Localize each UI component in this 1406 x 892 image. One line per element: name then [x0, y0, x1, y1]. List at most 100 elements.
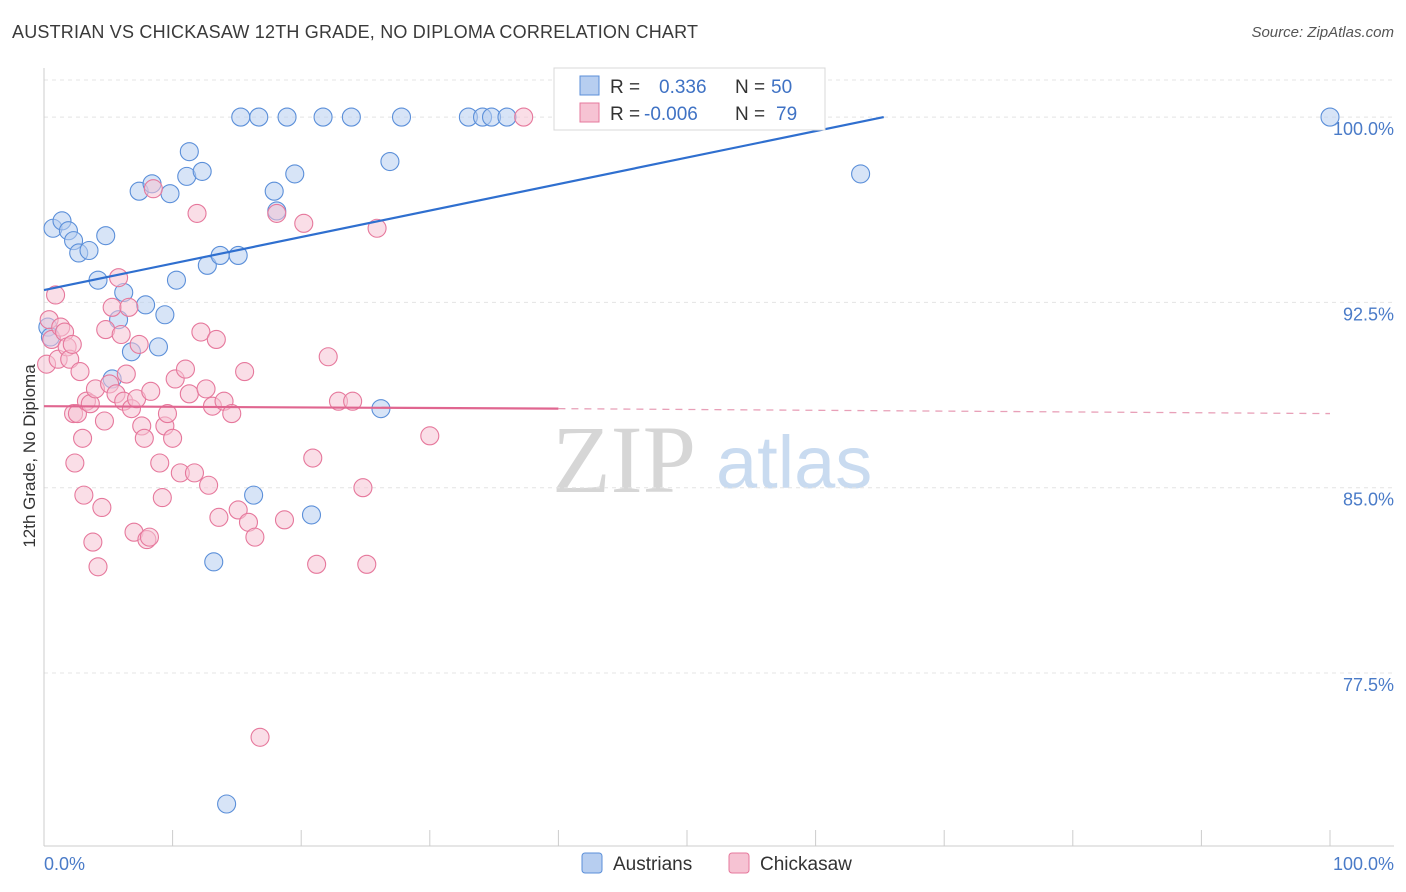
austrians-point	[1320, 107, 1340, 127]
legend-r-value-chickasaw: -0.006	[644, 104, 698, 125]
chickasaw-point	[65, 453, 85, 473]
chickasaw-point	[109, 268, 129, 288]
chickasaw-point	[187, 203, 207, 223]
austrians-point	[301, 505, 322, 525]
chickasaw-point	[222, 404, 242, 424]
chickasaw-point	[116, 364, 136, 384]
austrians-point	[391, 107, 412, 127]
bottom-legend-swatch-chickasaw	[728, 852, 750, 874]
austrians-point	[285, 164, 305, 184]
legend-n-label-austrians: N =	[735, 77, 765, 98]
austrians-point	[380, 151, 400, 172]
chickasaw-point	[199, 475, 219, 495]
austrians-point	[851, 164, 871, 184]
chart-source: Source: ZipAtlas.com	[1251, 24, 1394, 41]
austrians-point	[79, 240, 99, 261]
chickasaw-point	[267, 203, 287, 223]
chickasaw-point	[102, 297, 122, 317]
y-tick-labels: 100.0% 92.5% 85.0% 77.5%	[1333, 119, 1394, 695]
chickasaw-point	[343, 391, 363, 411]
austrians-point	[341, 107, 361, 127]
chickasaw-point	[357, 554, 377, 574]
chickasaw-point	[46, 285, 66, 305]
chickasaw-point	[318, 347, 338, 367]
chickasaw-point	[111, 324, 131, 345]
chickasaw-point	[152, 488, 172, 508]
y-tick-label: 92.5%	[1343, 304, 1394, 324]
chickasaw-point	[179, 384, 199, 404]
chickasaw-point	[245, 527, 265, 547]
chickasaw-point	[143, 179, 163, 199]
chickasaw-point	[83, 532, 103, 552]
chickasaw-point	[307, 554, 327, 574]
chickasaw-point	[228, 500, 248, 520]
austrians-point	[231, 107, 251, 127]
watermark-zip: ZIP	[552, 406, 696, 513]
legend-swatch-chickasaw	[579, 102, 600, 123]
chickasaw-point	[94, 411, 114, 431]
chickasaw-point	[250, 727, 270, 747]
y-tick-label: 77.5%	[1343, 675, 1394, 695]
bottom-legend-label-austrians: Austrians	[613, 854, 692, 875]
y-tick-label: 85.0%	[1343, 490, 1394, 510]
zipatlas-watermark: ZIP atlas	[552, 406, 872, 513]
austrians-point	[244, 485, 264, 505]
chickasaw-point	[367, 218, 387, 238]
chickasaw-point	[88, 557, 108, 577]
chickasaw-point	[294, 213, 314, 233]
chickasaw-point	[274, 510, 295, 530]
x-ticks	[43, 830, 1331, 846]
austrians-point	[160, 184, 180, 204]
chickasaw-point	[92, 497, 112, 518]
axes	[43, 68, 1394, 847]
legend-n-value-chickasaw: 79	[776, 104, 797, 125]
legend-r-label-chickasaw: R =	[610, 104, 640, 125]
legend-swatch-austrians	[579, 75, 600, 96]
austrians-point	[155, 305, 175, 325]
austrians-point	[192, 161, 212, 181]
chickasaw-point	[175, 359, 196, 379]
bottom-legend-swatch-austrians	[581, 852, 603, 874]
trendlines	[43, 115, 1331, 415]
bottom-legend-label-chickasaw: Chickasaw	[760, 854, 852, 875]
chickasaw-point	[141, 381, 161, 401]
y-axis-label: 12th Grade, No Diploma	[20, 364, 39, 548]
austrians-point	[204, 552, 224, 572]
chickasaw-point	[134, 428, 154, 448]
series-chickasaw-points	[37, 107, 534, 747]
x-tick-label-min: 0.0%	[44, 854, 85, 874]
chickasaw-trendline	[43, 405, 559, 410]
y-tick-label: 100.0%	[1333, 119, 1394, 139]
chickasaw-point	[303, 448, 323, 468]
chickasaw-point	[191, 322, 211, 342]
chickasaw-point	[163, 428, 183, 448]
x-tick-label-max: 100.0%	[1333, 854, 1394, 874]
austrians-trendline	[43, 115, 884, 292]
austrians-point	[497, 107, 517, 127]
austrians-point	[179, 142, 199, 162]
chickasaw-point	[119, 297, 139, 317]
chickasaw-point	[196, 379, 216, 399]
austrians-point	[249, 107, 269, 127]
watermark-atlas: atlas	[716, 421, 872, 504]
chickasaw-point	[420, 426, 440, 446]
austrians-point	[148, 337, 169, 357]
austrians-point	[166, 270, 187, 290]
series-legend: Austrians Chickasaw	[581, 852, 852, 875]
chickasaw-point	[73, 428, 93, 448]
chickasaw-point	[139, 527, 160, 547]
chickasaw-point	[184, 463, 205, 483]
chickasaw-point	[74, 485, 94, 505]
chickasaw-point	[157, 404, 178, 424]
chickasaw-point	[129, 334, 149, 354]
chickasaw-point	[206, 329, 226, 350]
chickasaw-point	[70, 362, 90, 382]
legend-r-value-austrians: 0.336	[659, 77, 707, 98]
legend-n-label-chickasaw: N =	[735, 104, 765, 125]
legend-n-value-austrians: 50	[771, 77, 792, 98]
austrians-point	[313, 107, 333, 127]
chickasaw-point	[209, 507, 229, 527]
stats-legend: R = 0.336 N = 50 R = -0.006 N = 79	[553, 67, 826, 131]
chickasaw-point	[150, 453, 170, 473]
